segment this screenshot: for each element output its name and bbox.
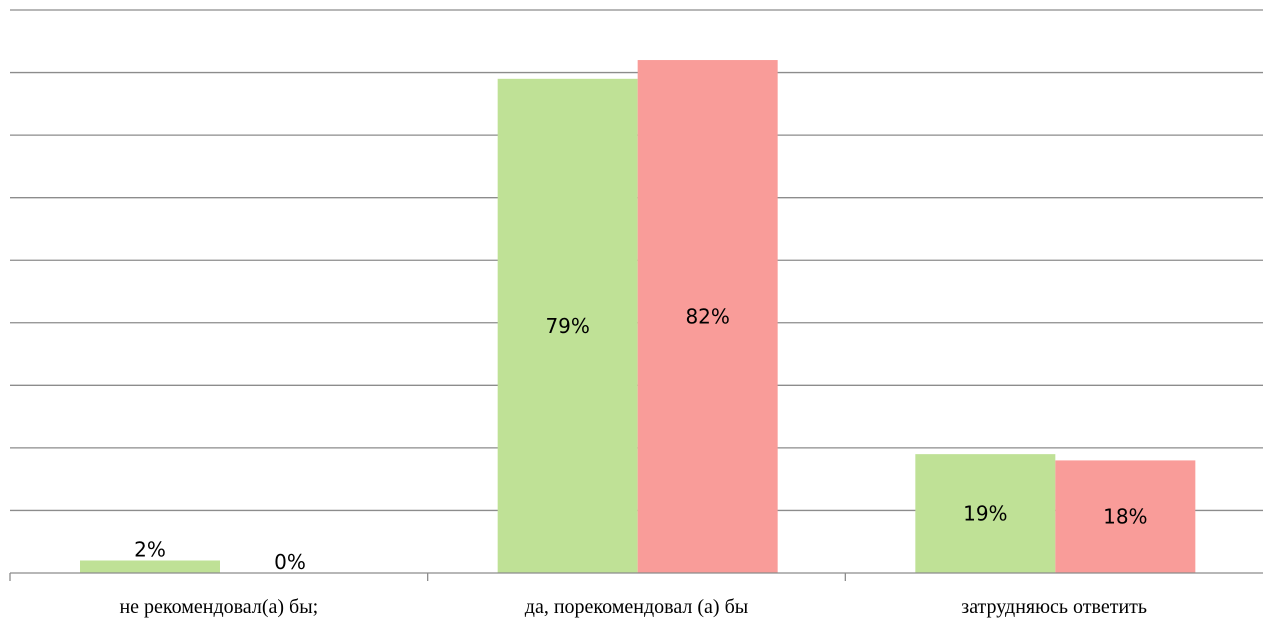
x-tick-label: затрудняюсь ответить <box>961 596 1147 618</box>
bar-series1-cat2 <box>497 78 638 574</box>
bar-series1-cat1 <box>80 560 220 573</box>
data-label: 18% <box>1103 505 1147 529</box>
bar-series1-cat3 <box>915 454 1056 573</box>
bar-series2-cat3 <box>1055 460 1196 573</box>
data-label: 2% <box>134 537 166 561</box>
x-tick-label: не рекомендовал(а) бы; <box>119 596 318 618</box>
bar-series2-cat2 <box>637 60 778 574</box>
data-label: 82% <box>685 305 729 329</box>
data-label: 0% <box>274 550 306 574</box>
data-label: 19% <box>963 502 1007 526</box>
x-tick-label: да, порекомендовал (а) бы <box>525 596 748 618</box>
data-label: 79% <box>545 314 589 338</box>
